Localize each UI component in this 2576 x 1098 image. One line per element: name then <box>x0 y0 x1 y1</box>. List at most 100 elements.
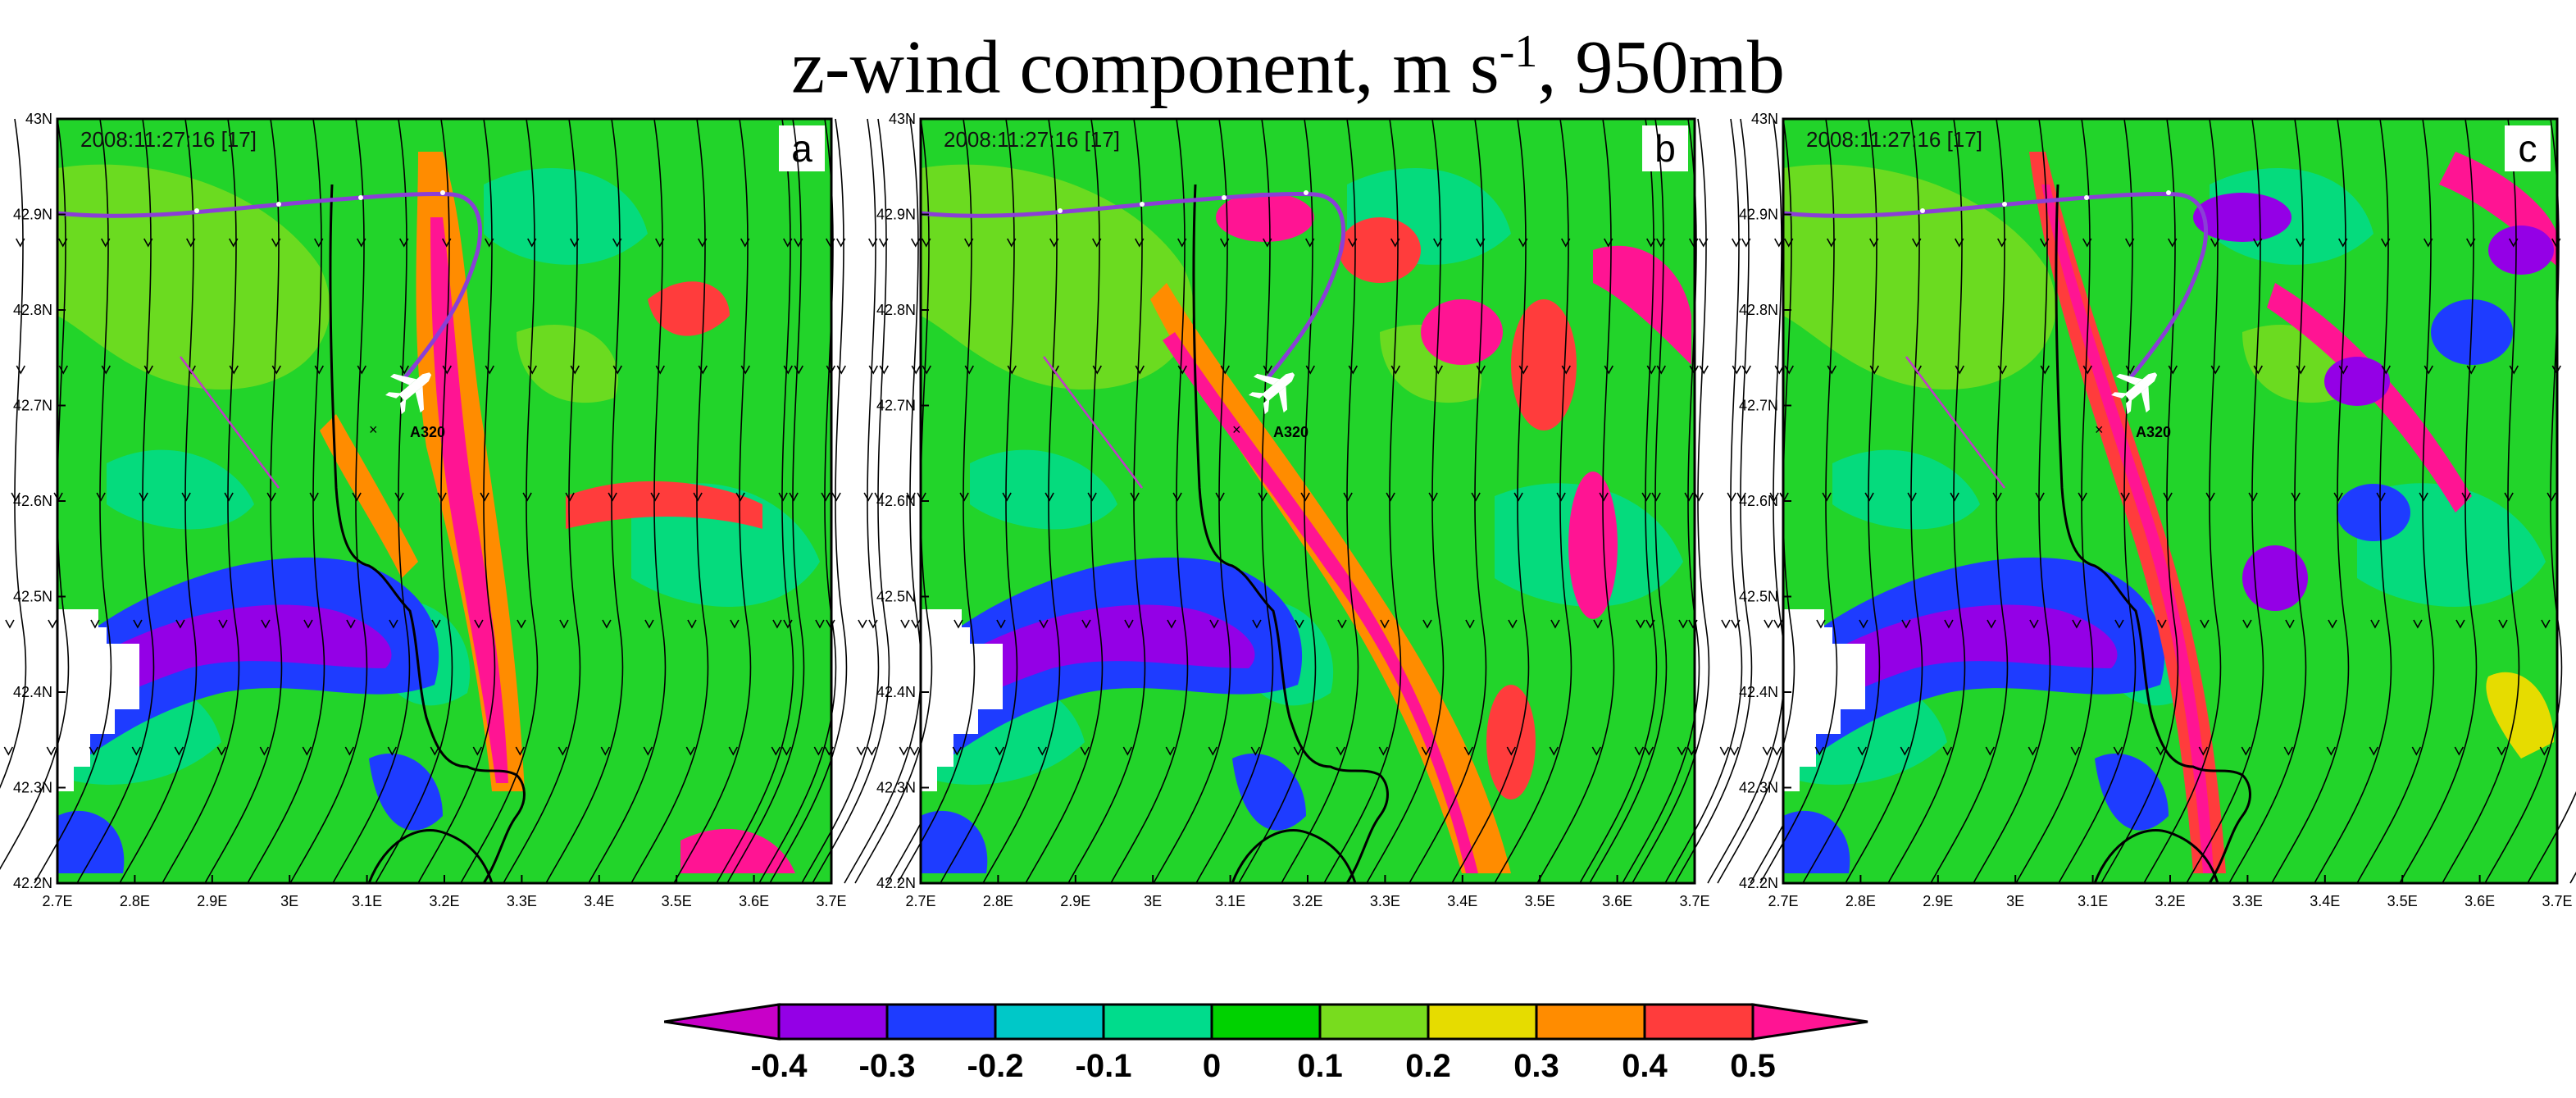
streamline <box>76 118 155 884</box>
streamline-arrow <box>600 746 611 756</box>
colorbar-segment <box>777 1003 889 1041</box>
streamline-arrow <box>302 746 312 756</box>
streamline-arrow <box>2205 492 2215 502</box>
streamline-arrow <box>906 492 916 502</box>
streamline <box>1494 118 1572 884</box>
streamline-arrow <box>48 619 57 629</box>
streamline-arrow <box>794 238 803 248</box>
streamline <box>1238 118 1317 884</box>
streamline-arrow <box>2125 238 2135 248</box>
streamline-arrow <box>2370 619 2380 629</box>
streamline-arrow <box>1686 746 1697 756</box>
streamline <box>162 118 240 884</box>
streamline-arrow <box>1428 492 1438 502</box>
streamline-arrow <box>2029 619 2039 629</box>
streamline-arrow <box>2376 492 2386 502</box>
streamline-arrow <box>687 619 697 629</box>
streamline <box>1717 118 1795 884</box>
streamline-arrow <box>644 619 654 629</box>
streamline-arrow <box>1465 619 1475 629</box>
streamline-arrow <box>1784 365 1794 375</box>
streamline <box>247 118 325 884</box>
streamline <box>2015 118 2094 884</box>
track-marker <box>2002 202 2007 207</box>
x-tick-label: 3E <box>280 893 298 909</box>
streamline-arrow <box>387 746 398 756</box>
streamline-arrow <box>1263 365 1272 375</box>
x-tick-label: 3.6E <box>2464 893 2495 909</box>
y-tick-label: 42.5N <box>13 589 52 605</box>
streamlines <box>1589 118 2576 884</box>
x-tick-label: 2.9E <box>1923 893 1953 909</box>
colorbar-segment <box>1535 1003 1646 1041</box>
streamline-arrow <box>781 746 792 756</box>
streamline-arrow <box>2411 746 2422 756</box>
streamline-arrow <box>2241 746 2251 756</box>
streamline <box>844 118 922 884</box>
streamline-arrow <box>570 238 580 248</box>
y-tick-label: 43N <box>889 111 916 127</box>
y-tick-label: 42.3N <box>876 780 916 796</box>
streamline-arrow <box>1549 746 1559 756</box>
streamline-arrow <box>612 365 622 375</box>
x-tick-label: 3.2E <box>1292 893 1322 909</box>
negative-cell <box>2324 357 2390 406</box>
streamline-arrow <box>1092 238 1102 248</box>
streamline-arrow <box>314 238 324 248</box>
track-marker <box>194 208 199 213</box>
streamline-arrow <box>522 492 532 502</box>
y-tick-label: 42.2N <box>876 875 916 891</box>
streamline-arrow <box>1343 492 1353 502</box>
streamline <box>2100 118 2179 884</box>
streamline-arrow <box>1857 746 1868 756</box>
streamline-arrow <box>1732 365 1741 375</box>
streamline-arrow <box>5 619 15 629</box>
streamline <box>2314 118 2392 884</box>
streamline-arrow <box>394 492 404 502</box>
colorbar-segment <box>1643 1003 1755 1041</box>
streamline-arrow <box>996 619 1006 629</box>
streamline-arrow <box>2498 619 2508 629</box>
streamline-arrow <box>1646 365 1656 375</box>
positive-streak <box>566 481 762 529</box>
streamline-arrow <box>1508 619 1518 629</box>
track-marker <box>358 195 363 200</box>
streamline-arrow <box>16 238 25 248</box>
panel-letter-box <box>2505 125 2551 171</box>
streamline-arrow <box>867 746 877 756</box>
streamline <box>940 118 1018 884</box>
streamline-arrow <box>1518 238 1528 248</box>
y-tick-label: 42.2N <box>13 875 52 891</box>
y-tick-label: 42.9N <box>13 207 52 223</box>
streamline-arrow <box>1644 746 1654 756</box>
streamline-arrow <box>515 746 526 756</box>
streamline-arrow <box>1122 746 1133 756</box>
x-tick-label: 3.6E <box>1602 893 1632 909</box>
x-tick-label: 3.2E <box>429 893 459 909</box>
streamline-arrow <box>1997 238 2007 248</box>
streamline-arrow <box>1944 619 1954 629</box>
positive-cell <box>2486 672 2554 759</box>
colorbar-label: 0.5 <box>1730 1048 1776 1084</box>
streamline-arrow <box>1561 365 1571 375</box>
streamline <box>588 118 667 884</box>
streamline-arrow <box>2157 619 2167 629</box>
y-tick-label: 42.4N <box>1739 684 1778 700</box>
streamline-arrow <box>868 238 878 248</box>
streamline-arrow <box>186 238 196 248</box>
streamline-arrow <box>1634 746 1645 756</box>
streamline-arrow <box>2114 619 2124 629</box>
streamline-arrow <box>2509 238 2519 248</box>
streamline-arrow <box>570 365 580 375</box>
streamline-arrow <box>1506 746 1517 756</box>
streamline-arrow <box>346 619 356 629</box>
x-tick-label: 3.1E <box>352 893 382 909</box>
x-tick-label: 2.7E <box>1768 893 1798 909</box>
streamline-arrow <box>2242 619 2252 629</box>
streamline-arrow <box>2040 238 2050 248</box>
streamline-arrow <box>2424 238 2433 248</box>
streamline-arrow <box>2454 746 2464 756</box>
missing-data-mask <box>921 609 1003 791</box>
streamline-arrow <box>783 238 793 248</box>
streamline-arrow <box>771 746 781 756</box>
